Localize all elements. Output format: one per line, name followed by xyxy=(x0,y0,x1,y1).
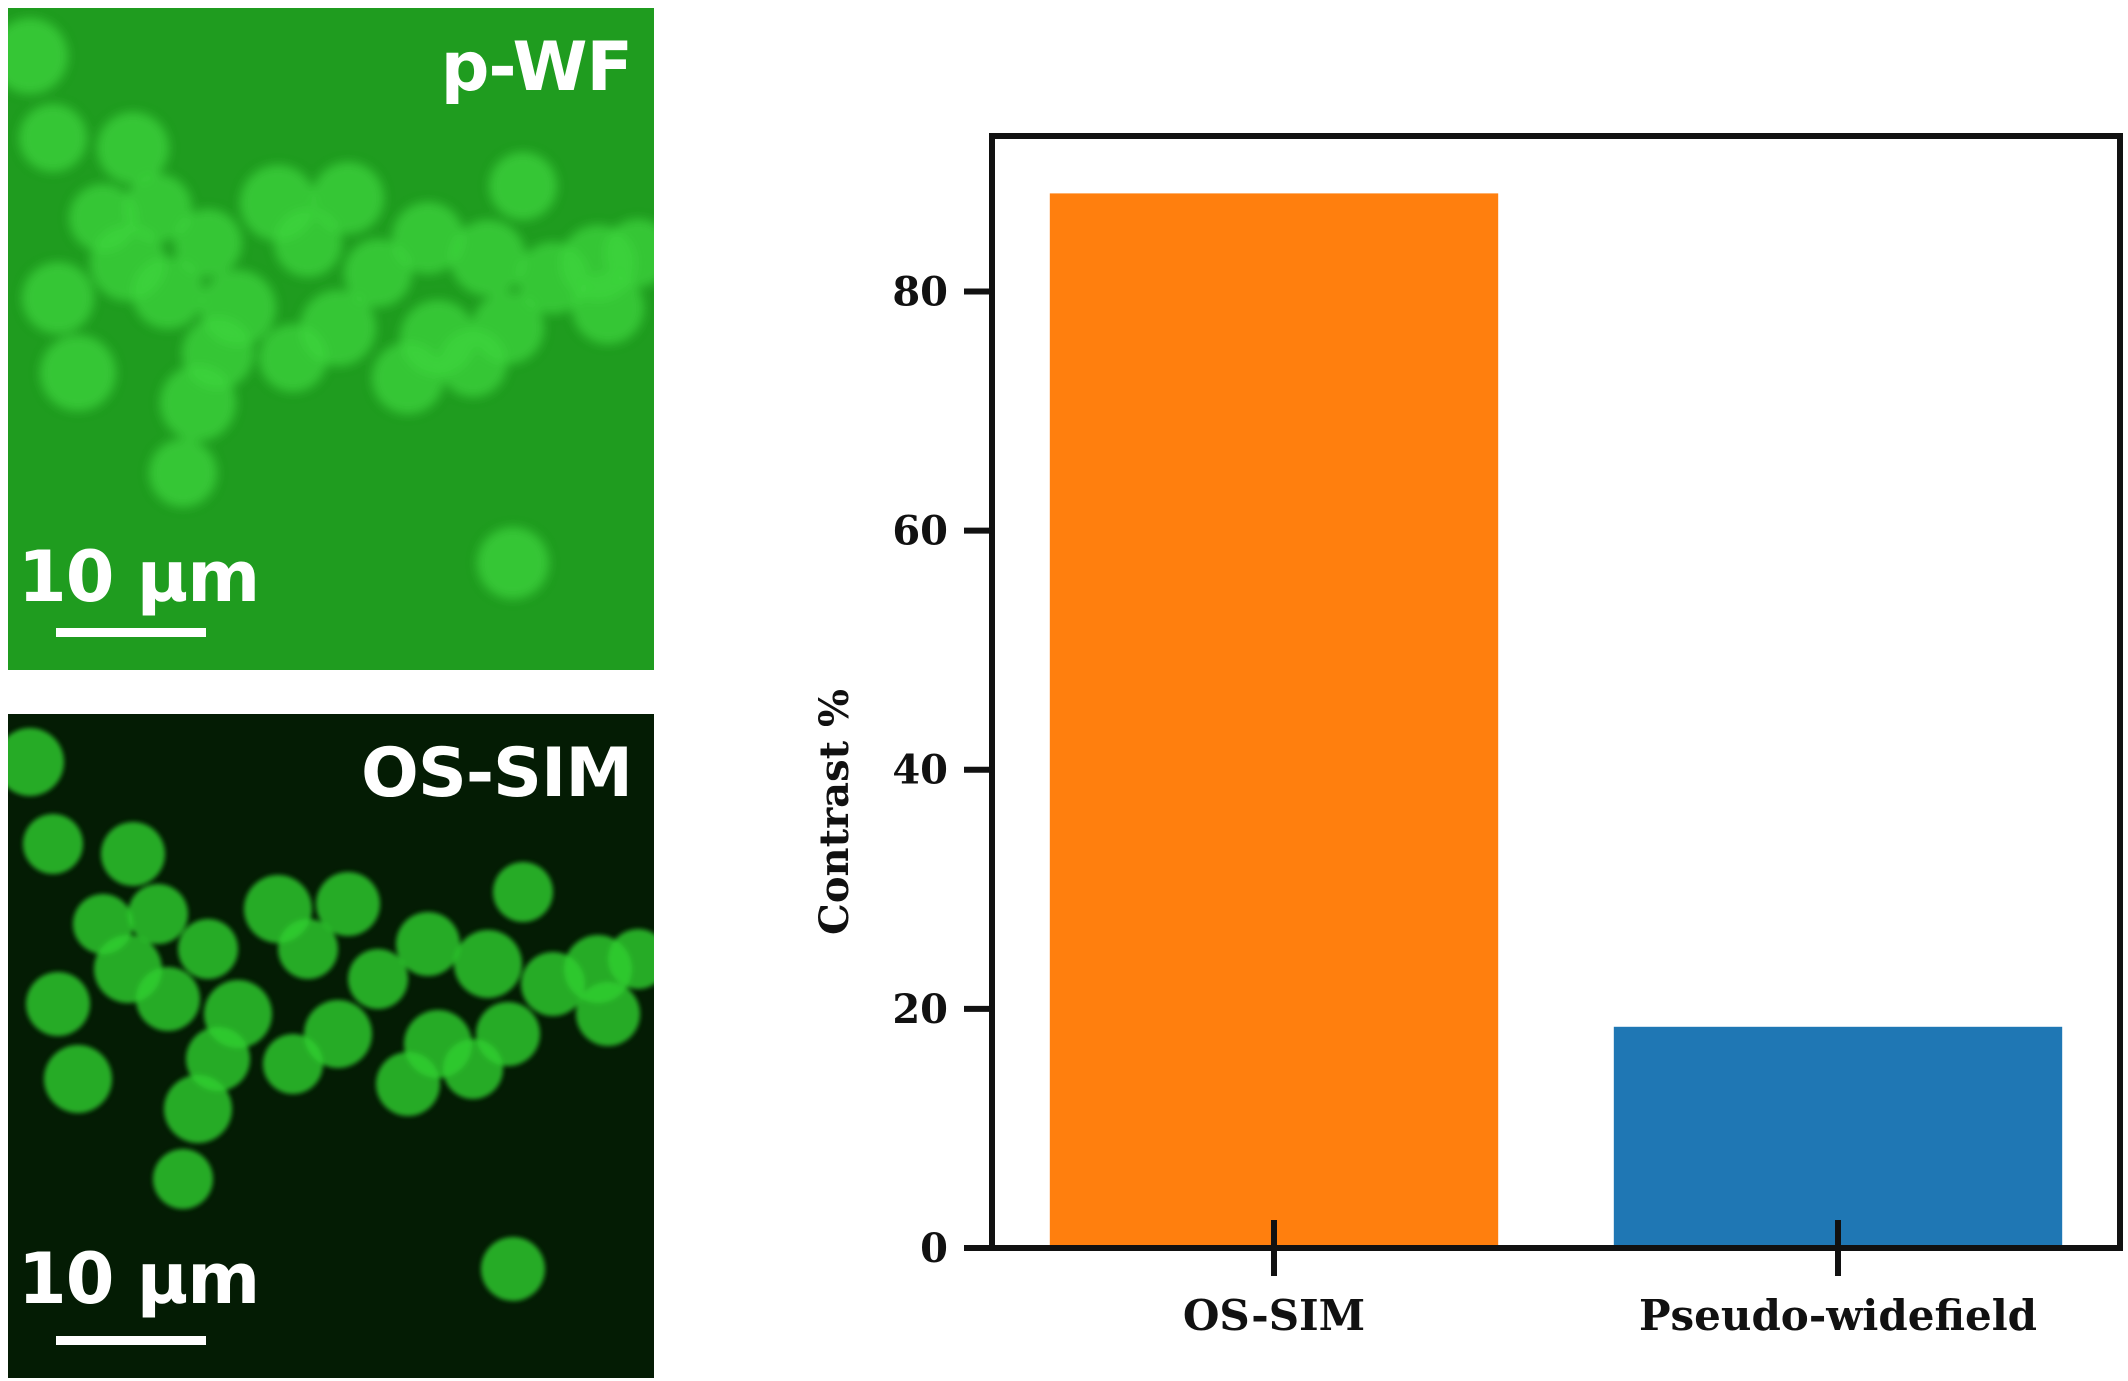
p-wf-scale-label: 10 µm xyxy=(18,536,260,618)
cell-blob xyxy=(259,324,327,392)
cell-blob xyxy=(312,162,384,234)
cell-blob xyxy=(149,439,217,507)
cell-blob xyxy=(572,272,644,344)
y-tick-label: 20 xyxy=(892,986,948,1033)
p-wf-micrograph xyxy=(8,8,654,670)
cell-blob xyxy=(454,930,522,998)
cell-blob xyxy=(376,1052,440,1116)
cell-blob xyxy=(101,822,165,886)
cell-blob xyxy=(136,967,200,1031)
cell-blob xyxy=(450,220,526,296)
cell-blob xyxy=(481,1237,545,1301)
cell-blob xyxy=(153,1149,213,1209)
x-tick-label: Pseudo-widefield xyxy=(1639,1291,2037,1340)
cell-blob xyxy=(608,929,654,989)
contrast-bar-chart: 0 20 40 60 80 OS-SIM Pseudo-widefield Contrast … xyxy=(760,120,2128,1381)
cell-blob xyxy=(493,862,553,922)
cell-blob xyxy=(304,1000,372,1068)
cell-blob xyxy=(396,912,460,976)
cell-blob xyxy=(344,239,412,307)
cell-blob xyxy=(489,152,557,220)
cell-blob xyxy=(604,219,654,287)
os-sim-micrograph xyxy=(8,714,654,1378)
bar-os-sim xyxy=(1049,193,1499,1248)
cell-blob xyxy=(348,949,408,1009)
bar-pseudo-widefield xyxy=(1613,1026,2063,1248)
os-sim-scale-bar xyxy=(56,1336,206,1345)
cell-blob xyxy=(274,209,342,277)
y-tick-label: 60 xyxy=(892,508,948,555)
cell-blob xyxy=(128,884,188,944)
plot-frame xyxy=(989,133,2123,1251)
x-tick-label: OS-SIM xyxy=(1183,1291,1365,1340)
chart-svg: 0 20 40 60 80 OS-SIM Pseudo-widefield Contrast … xyxy=(811,133,2123,1340)
p-wf-image-panel: p-WF 10 µm xyxy=(8,8,654,670)
cell-blob xyxy=(19,104,87,172)
os-sim-label: OS-SIM xyxy=(361,734,633,813)
cell-blob xyxy=(164,1075,232,1143)
y-tick-label: 80 xyxy=(892,268,948,315)
y-axis-label: Contrast % xyxy=(811,689,858,935)
cell-blob xyxy=(316,872,380,936)
p-wf-label: p-WF xyxy=(440,28,633,107)
cell-blob xyxy=(26,972,90,1036)
cell-blob xyxy=(278,919,338,979)
cell-blob xyxy=(97,112,169,184)
cell-blob xyxy=(372,342,444,414)
cell-blob xyxy=(392,202,464,274)
cell-blob xyxy=(160,365,236,441)
os-sim-image-panel: OS-SIM 10 µm xyxy=(8,714,654,1378)
cell-blob xyxy=(178,919,238,979)
cell-blob xyxy=(443,1039,503,1099)
cell-blob xyxy=(40,335,116,411)
cell-blob xyxy=(200,270,276,346)
cell-blob xyxy=(22,262,94,334)
os-sim-scale-label: 10 µm xyxy=(18,1238,260,1320)
cell-blob xyxy=(44,1045,112,1113)
cell-blob xyxy=(23,814,83,874)
cell-blob xyxy=(174,209,242,277)
y-tick-label: 40 xyxy=(892,747,948,794)
p-wf-scale-bar xyxy=(56,628,206,637)
cell-blob xyxy=(439,329,507,397)
cell-blob xyxy=(204,980,272,1048)
cell-blob xyxy=(477,527,549,599)
cell-blob xyxy=(576,982,640,1046)
cell-blob xyxy=(124,174,192,242)
cell-blob xyxy=(8,728,64,796)
cell-blob xyxy=(8,18,68,94)
y-tick-label: 0 xyxy=(920,1225,948,1272)
cell-blob xyxy=(263,1034,323,1094)
cell-blob xyxy=(132,257,204,329)
